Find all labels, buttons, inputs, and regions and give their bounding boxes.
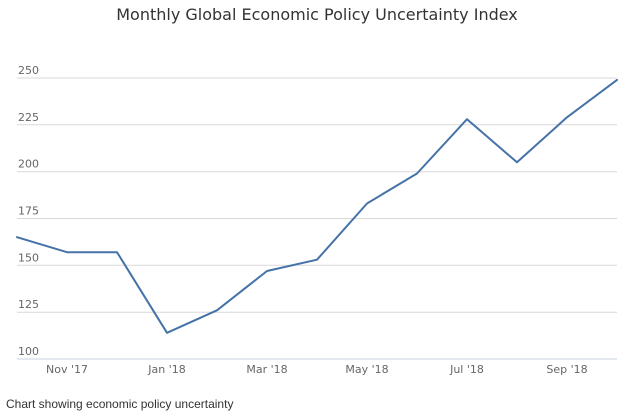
data-point xyxy=(115,250,119,254)
x-tick-label: Jul '18 xyxy=(449,363,484,376)
data-point xyxy=(565,115,569,119)
y-tick-label: 125 xyxy=(18,298,39,311)
y-tick-label: 225 xyxy=(18,111,39,124)
y-tick-label: 200 xyxy=(18,158,39,171)
data-point xyxy=(65,250,69,254)
series-line xyxy=(16,78,618,334)
x-tick-label: May '18 xyxy=(345,363,388,376)
x-tick-label: Jan '18 xyxy=(147,363,185,376)
y-axis-ticks: 100 125 150 175 200 225 250 xyxy=(18,64,39,358)
y-tick-label: 150 xyxy=(18,251,39,264)
data-point xyxy=(315,258,319,262)
series-group xyxy=(15,78,619,335)
y-tick-label: 100 xyxy=(18,345,39,358)
x-tick-label: Sep '18 xyxy=(546,363,587,376)
x-tick-label: Nov '17 xyxy=(46,363,88,376)
chart: Monthly Global Economic Policy Uncertain… xyxy=(15,5,619,376)
data-point xyxy=(165,331,169,335)
y-tick-label: 250 xyxy=(18,64,39,77)
x-tick-label: Mar '18 xyxy=(246,363,287,376)
data-point xyxy=(215,308,219,312)
gridlines xyxy=(17,77,617,360)
data-point xyxy=(615,78,619,82)
data-point xyxy=(465,117,469,121)
chart-title: Monthly Global Economic Policy Uncertain… xyxy=(116,5,518,24)
data-point xyxy=(265,269,269,273)
y-tick-label: 175 xyxy=(18,205,39,218)
data-point xyxy=(15,235,19,239)
data-point xyxy=(515,160,519,164)
data-point xyxy=(415,172,419,176)
data-point xyxy=(365,202,369,206)
chart-caption: Chart showing economic policy uncertaint… xyxy=(6,397,234,411)
x-axis-ticks: Nov '17 Jan '18 Mar '18 May '18 Jul '18 Sep '… xyxy=(46,363,588,376)
